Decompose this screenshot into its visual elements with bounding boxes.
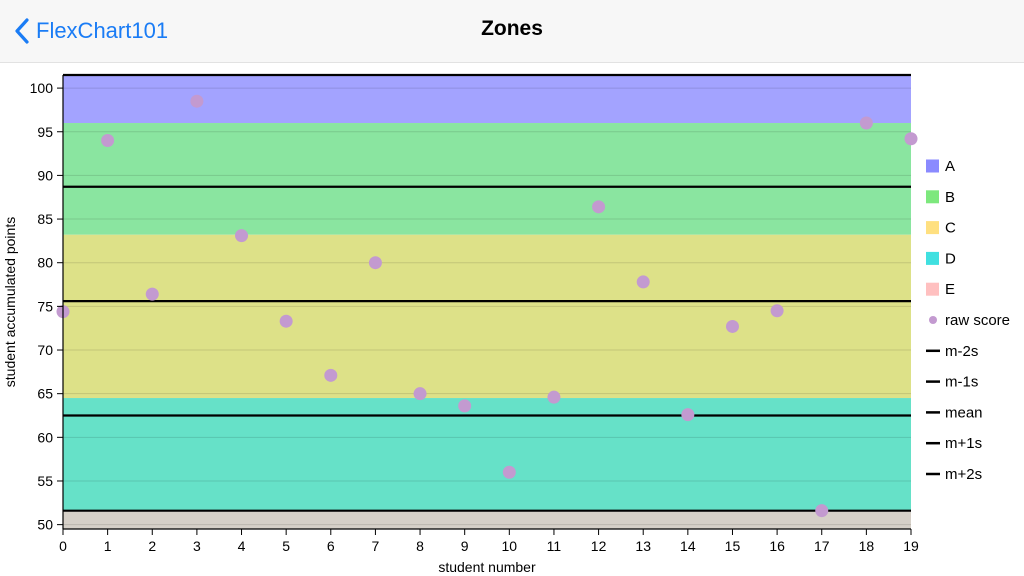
x-tick-label: 13	[635, 538, 651, 554]
data-point[interactable]	[145, 287, 159, 301]
y-tick-label: 65	[37, 386, 53, 402]
y-tick-label: 70	[37, 342, 53, 358]
x-tick-label: 5	[282, 538, 290, 554]
legend-label: m-2s	[945, 343, 978, 360]
data-point[interactable]	[725, 319, 739, 333]
legend-label: m-1s	[945, 374, 978, 391]
x-tick-label: 7	[372, 538, 380, 554]
x-tick-label: 15	[725, 538, 741, 554]
y-tick-label: 50	[37, 517, 53, 533]
data-point[interactable]	[235, 229, 249, 243]
zone-c	[63, 234, 911, 399]
x-tick-label: 9	[461, 538, 469, 554]
x-tick-label: 10	[502, 538, 518, 554]
zone-a	[63, 75, 911, 124]
x-tick-label: 4	[238, 538, 246, 554]
y-tick-label: 75	[37, 298, 53, 314]
legend-swatch	[929, 316, 937, 324]
data-point[interactable]	[681, 408, 695, 422]
legend-label: m+1s	[945, 435, 982, 452]
data-point[interactable]	[101, 133, 115, 147]
data-point[interactable]	[592, 200, 606, 214]
legend-swatch	[926, 251, 939, 265]
data-point[interactable]	[190, 94, 204, 108]
x-tick-label: 14	[680, 538, 696, 554]
legend-item-m+1s[interactable]: m+1s	[926, 435, 982, 452]
chevron-left-icon	[15, 18, 29, 44]
legend-item-m+2s[interactable]: m+2s	[926, 466, 982, 483]
data-point[interactable]	[324, 368, 338, 382]
x-tick-label: 1	[104, 538, 112, 554]
y-axis-title: student accumulated points	[2, 217, 18, 387]
back-button-label: FlexChart101	[36, 18, 169, 43]
x-tick-label: 8	[416, 538, 424, 554]
legend-swatch	[926, 221, 939, 235]
legend-item-raw-score[interactable]: raw score	[929, 312, 1010, 329]
legend-item-m-1s[interactable]: m-1s	[926, 374, 978, 391]
data-point[interactable]	[458, 399, 472, 413]
legend-label: C	[945, 220, 956, 237]
legend-label: E	[945, 281, 955, 298]
y-tick-label: 55	[37, 473, 53, 489]
grid-layer	[63, 87, 911, 526]
zone-e	[63, 511, 911, 529]
y-tick-label: 80	[37, 255, 53, 271]
data-point[interactable]	[636, 275, 650, 289]
legend-label: A	[945, 158, 955, 175]
data-point[interactable]	[413, 387, 427, 401]
data-point[interactable]	[815, 504, 829, 518]
x-tick-label: 17	[814, 538, 830, 554]
page-title: Zones	[481, 17, 543, 40]
navigation-bar: FlexChart101 Zones	[0, 0, 1024, 63]
y-tick-label: 90	[37, 167, 53, 183]
legend-swatch	[926, 159, 939, 173]
x-tick-label: 16	[769, 538, 785, 554]
x-tick-label: 19	[903, 538, 919, 554]
legend-label: D	[945, 250, 956, 267]
back-button[interactable]: FlexChart101	[14, 14, 168, 48]
zone-d	[63, 398, 911, 512]
legend-item-m-2s[interactable]: m-2s	[926, 343, 978, 360]
legend-swatch	[926, 190, 939, 204]
points-layer	[56, 94, 918, 518]
legend-label: B	[945, 189, 955, 206]
data-point[interactable]	[279, 314, 293, 328]
x-tick-label: 2	[148, 538, 156, 554]
zones-layer	[63, 75, 911, 529]
zone-b	[63, 123, 911, 235]
legend-item-B[interactable]: B	[926, 189, 955, 206]
data-point[interactable]	[770, 304, 784, 318]
y-tick-label: 60	[37, 429, 53, 445]
x-tick-label: 18	[859, 538, 875, 554]
legend-swatch	[926, 282, 939, 296]
legend-label: m+2s	[945, 466, 982, 483]
x-tick-label: 3	[193, 538, 201, 554]
x-axis-title: student number	[438, 559, 536, 575]
legend-item-D[interactable]: D	[926, 250, 956, 267]
legend-label: raw score	[945, 312, 1010, 329]
y-tick-label: 100	[30, 80, 54, 96]
reference-lines-layer	[63, 73, 911, 512]
legend-item-A[interactable]: A	[926, 158, 955, 175]
legend-item-C[interactable]: C	[926, 220, 956, 237]
legend-label: mean	[945, 404, 983, 421]
x-tick-label: 6	[327, 538, 335, 554]
legend-item-mean[interactable]: mean	[926, 404, 983, 421]
data-point[interactable]	[502, 465, 516, 479]
data-point[interactable]	[368, 256, 382, 270]
data-point[interactable]	[859, 116, 873, 130]
x-tick-label: 12	[591, 538, 607, 554]
x-tick-label: 11	[547, 538, 562, 554]
data-point[interactable]	[904, 132, 918, 146]
legend-item-E[interactable]: E	[926, 281, 955, 298]
y-tick-label: 85	[37, 211, 53, 227]
x-tick-label: 0	[59, 538, 67, 554]
data-point[interactable]	[547, 390, 561, 404]
y-tick-label: 95	[37, 124, 53, 140]
